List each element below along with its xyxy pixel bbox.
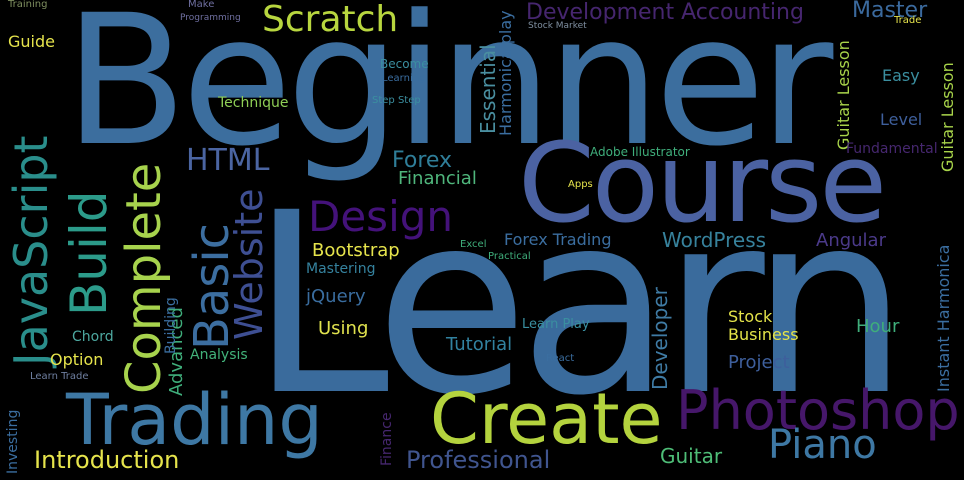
word-guitar: Guitar bbox=[660, 444, 723, 468]
word-financial: Financial bbox=[398, 168, 477, 189]
word-guide: Guide bbox=[8, 32, 55, 51]
word-jquery: jQuery bbox=[306, 286, 366, 307]
word-apps: Apps bbox=[568, 179, 593, 190]
word-project: Project bbox=[728, 352, 790, 373]
word-forex: Forex bbox=[392, 148, 453, 173]
word-design: Design bbox=[308, 192, 454, 241]
word-complete: Complete bbox=[116, 162, 172, 394]
word-investing: Investing bbox=[5, 409, 21, 474]
word-analysis: Analysis bbox=[190, 347, 248, 363]
word-essential: Essential bbox=[476, 44, 500, 134]
word-course: Course bbox=[518, 119, 887, 247]
word-piano: Piano bbox=[768, 422, 877, 468]
word-create: Create bbox=[430, 378, 663, 460]
word-training: Training bbox=[8, 0, 48, 10]
word-option: Option bbox=[50, 350, 104, 369]
word-practical: Practical bbox=[488, 251, 531, 262]
word-chord: Chord bbox=[72, 329, 114, 345]
word-website: Website bbox=[227, 188, 271, 340]
word-forex-trading: Forex Trading bbox=[504, 230, 612, 249]
word-mastering: Mastering bbox=[306, 261, 376, 277]
word-trade: Trade bbox=[894, 15, 922, 26]
word-html: HTML bbox=[186, 143, 270, 178]
word-instant-harmonica: Instant Harmonica bbox=[934, 244, 953, 392]
word-using: Using bbox=[318, 318, 369, 339]
word-angular: Angular bbox=[816, 230, 886, 251]
word-tutorial: Tutorial bbox=[446, 334, 513, 355]
word-professional: Professional bbox=[406, 446, 551, 474]
word-trading: Trading bbox=[66, 379, 323, 461]
word-build: Build bbox=[60, 190, 118, 316]
word-step-step: Step Step bbox=[372, 95, 421, 106]
word-wordpress: WordPress bbox=[662, 228, 767, 252]
word-easy: Easy bbox=[882, 66, 920, 85]
word-building: Building bbox=[163, 297, 179, 354]
word-excel: Excel bbox=[460, 239, 487, 250]
word-fundamental: Fundamental bbox=[846, 141, 938, 157]
word-learn: Learn bbox=[250, 159, 909, 450]
word-finance: Finance bbox=[379, 412, 395, 466]
word-hour: Hour bbox=[856, 316, 900, 337]
word-illustrator: Guitar Lesson bbox=[834, 40, 853, 150]
word-master: Master bbox=[852, 0, 928, 23]
word-scratch: Scratch bbox=[262, 0, 399, 40]
word-react: React bbox=[546, 353, 575, 364]
word-programming: Programming bbox=[180, 13, 241, 23]
word-make: Make bbox=[188, 0, 215, 10]
word-adobe-illustrator: Adobe Illustrator bbox=[590, 145, 690, 159]
word-stock-business: Stock Business bbox=[728, 307, 799, 344]
word-learn-trade: Learn Trade bbox=[30, 371, 89, 382]
word-technique: Technique bbox=[218, 95, 289, 111]
word-javascript: JavaScript bbox=[4, 135, 58, 366]
word-introduction: Introduction bbox=[34, 446, 180, 474]
word-beginner: Beginner bbox=[64, 0, 833, 186]
word-learning: Learning bbox=[382, 73, 426, 84]
word-harmonica-play: Harmonica play bbox=[496, 10, 515, 136]
word-learn-play: Learn Play bbox=[522, 317, 590, 332]
word-stock-market: Stock Market bbox=[528, 21, 587, 31]
word-level: Level bbox=[880, 110, 923, 129]
word-guitar-lesson: Guitar Lesson bbox=[938, 62, 957, 172]
word-developer: Developer bbox=[648, 287, 672, 390]
word-photoshop: Photoshop bbox=[676, 379, 960, 442]
word-become: Become bbox=[380, 57, 429, 71]
word-bootstrap: Bootstrap bbox=[312, 240, 400, 261]
word-development-accounting: Development Accounting bbox=[526, 0, 804, 25]
